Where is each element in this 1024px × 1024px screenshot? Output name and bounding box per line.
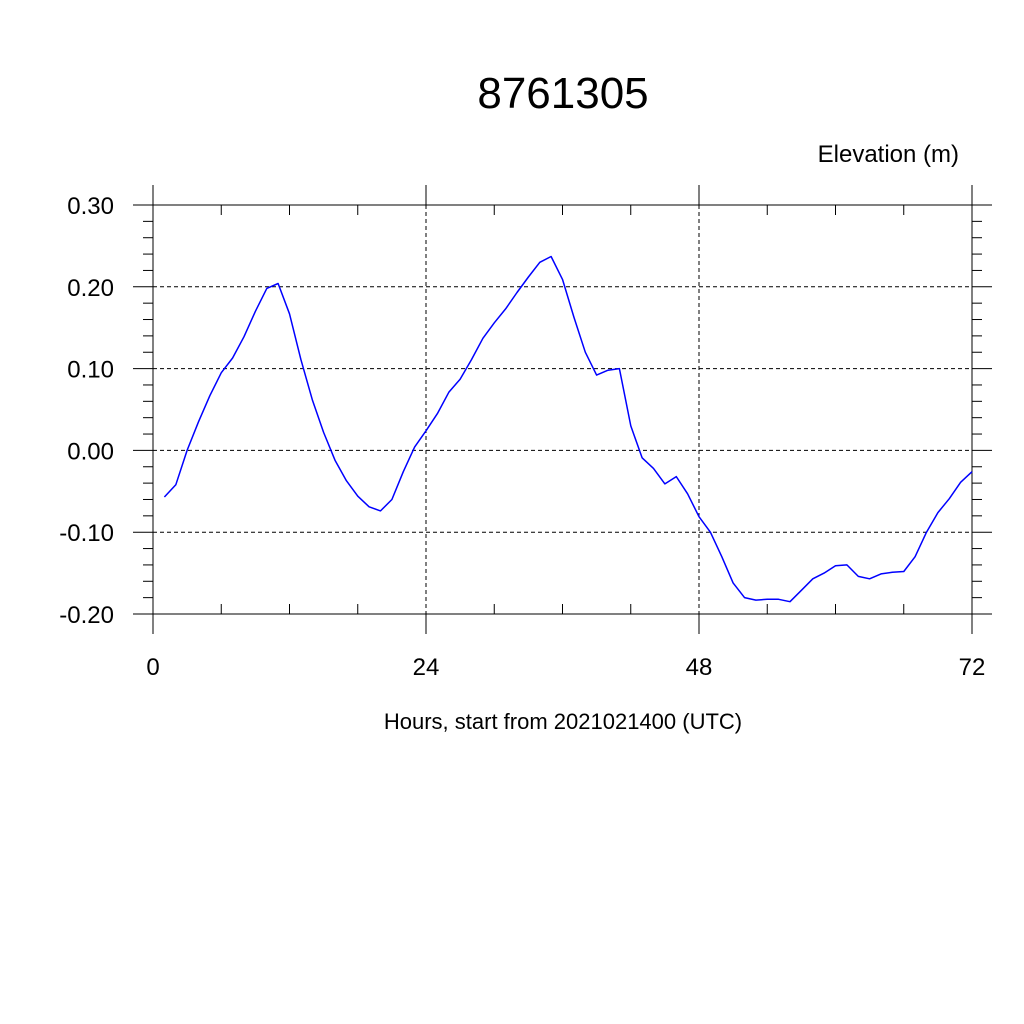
plot-frame (152, 204, 973, 615)
corner-label: Elevation (m) (818, 141, 959, 168)
x-tick-label: 0 (146, 654, 159, 681)
chart-title: 8761305 (477, 69, 648, 118)
y-tick-label: 0.30 (67, 193, 114, 220)
y-tick-label: 0.20 (67, 275, 114, 302)
y-tick-label: -0.10 (59, 520, 114, 547)
elevation-series-line (163, 255, 973, 603)
y-tick-label: 0.00 (67, 438, 114, 465)
y-tick-label: 0.10 (67, 357, 114, 384)
x-axis-label: Hours, start from 2021021400 (UTC) (384, 709, 742, 734)
x-tick-label: 24 (413, 654, 440, 681)
series-layer (163, 255, 973, 603)
major-ticks (133, 185, 992, 634)
x-tick-label: 72 (959, 654, 986, 681)
grid (153, 205, 972, 614)
minor-ticks (143, 205, 982, 614)
x-tick-label: 48 (686, 654, 713, 681)
x-tick-labels: 0 24 48 72 (146, 654, 985, 681)
y-tick-label: -0.20 (59, 602, 114, 629)
y-tick-labels: 0.30 0.20 0.10 0.00 -0.10 -0.20 (59, 193, 114, 629)
